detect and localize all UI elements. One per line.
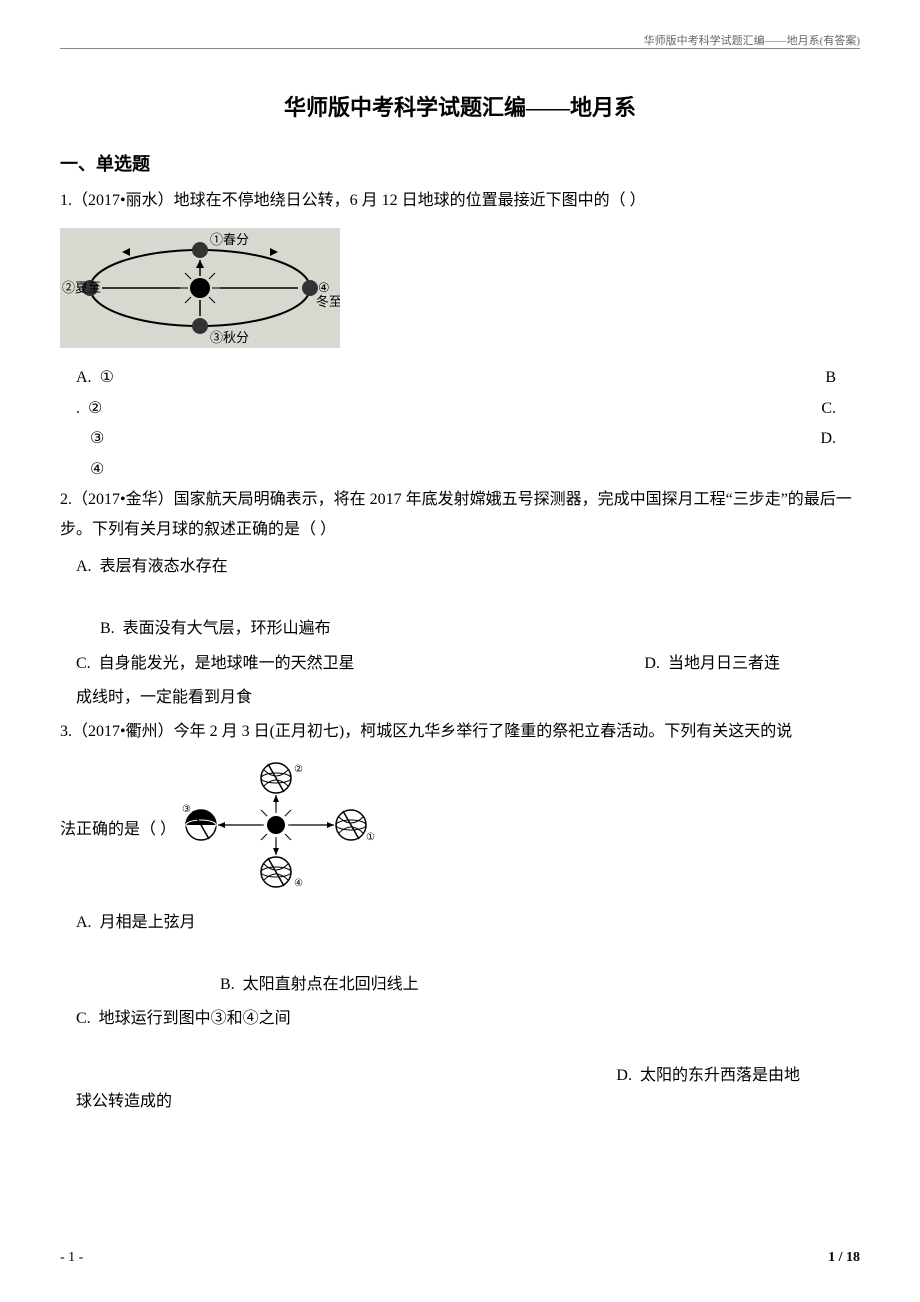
q1-label-right-text: 冬至 xyxy=(316,294,340,309)
q3-globe-bottom xyxy=(261,857,291,887)
q3-optA: A. 月相是上弦月 xyxy=(60,908,860,938)
q3-orbit-svg: ② ③ ① ④ xyxy=(176,760,376,890)
footer: - 1 - 1 / 18 xyxy=(60,1250,860,1266)
q1-optC-text: ③ xyxy=(76,424,104,454)
q1-label-left: ②夏至 xyxy=(62,280,101,295)
q3-optD-cont: 球公转造成的 xyxy=(60,1087,860,1117)
q3-optB: B. 太阳直射点在北回归线上 xyxy=(60,970,860,1000)
q3-optD-label: D. xyxy=(616,1067,632,1084)
q1-text: 1.（2017•丽水）地球在不停地绕日公转，6 月 12 日地球的位置最接近下图… xyxy=(60,186,860,216)
q1-optA-text: ① xyxy=(100,369,114,386)
q3-globe-right xyxy=(336,810,366,840)
svg-text:③: ③ xyxy=(182,804,191,815)
q2-optD-cont: 成线时，一定能看到月食 xyxy=(60,683,860,713)
q2-optB-label: B. xyxy=(100,620,115,637)
q2-optD-label: D. xyxy=(644,655,660,672)
q2-text: 2.（2017•金华）国家航天局明确表示，将在 2017 年底发射嫦娥五号探测器… xyxy=(60,485,860,546)
q3-optC-text: 地球运行到图中③和④之间 xyxy=(99,1010,291,1027)
q3-optA-text: 月相是上弦月 xyxy=(100,914,196,931)
q3-optA-label: A. xyxy=(76,914,92,931)
q1-figure: ①春分 ②夏至 ④ 冬至 ③秋分 xyxy=(60,228,340,348)
q1-orbit-svg: ①春分 ②夏至 ④ 冬至 ③秋分 xyxy=(60,228,340,348)
q3-optB-label: B. xyxy=(220,976,235,993)
q3-optC-label: C. xyxy=(76,1010,91,1027)
q3-line2: 法正确的是（ ） xyxy=(60,754,860,900)
q1-optB-label: B xyxy=(825,363,836,393)
q2-optB-text: 表面没有大气层，环形山遍布 xyxy=(123,620,331,637)
svg-text:④: ④ xyxy=(294,878,303,889)
q1-label-right-num: ④ xyxy=(318,280,330,295)
q2-optCD-row: C. 自身能发光，是地球唯一的天然卫星 D. 当地月日三者连 xyxy=(60,649,860,679)
q1-optA-label: A. xyxy=(76,369,92,386)
q2-optD-text-part2: 成线时，一定能看到月食 xyxy=(76,689,252,706)
header-divider xyxy=(60,48,860,49)
q2-optA-text: 表层有液态水存在 xyxy=(100,558,228,575)
svg-text:①: ① xyxy=(366,832,375,843)
q3-optC: C. 地球运行到图中③和④之间 xyxy=(60,1004,860,1034)
q2-optC-label: C. xyxy=(76,655,91,672)
q2-optD-text-part1: 当地月日三者连 xyxy=(668,655,780,672)
document-title: 华师版中考科学试题汇编——地月系 xyxy=(60,90,860,122)
svg-text:②: ② xyxy=(294,764,303,775)
section-heading: 一、单选题 xyxy=(60,150,860,176)
q2-optA-label: A. xyxy=(76,558,92,575)
q1-option-row1: A. ① B xyxy=(60,363,860,393)
q1-optD-label: D. xyxy=(820,424,836,454)
q1-option-row4: ④ xyxy=(60,455,860,485)
q3-figure: ② ③ ① ④ xyxy=(176,760,376,890)
q1-optC-label: C. xyxy=(821,394,836,424)
q3-text-part2: 法正确的是（ ） xyxy=(60,815,176,839)
q1-optB-dot: . xyxy=(76,400,80,417)
q2-optA: A. 表层有液态水存在 xyxy=(60,552,860,582)
q2-optB: B. 表面没有大气层，环形山遍布 xyxy=(60,614,860,644)
q3-optD-text-part1: 太阳的东升西落是由地 xyxy=(640,1067,800,1084)
footer-page-left: - 1 - xyxy=(60,1250,83,1266)
q1-optD-text: ④ xyxy=(76,455,104,485)
q2-optC-text: 自身能发光，是地球唯一的天然卫星 xyxy=(99,655,355,672)
q3-optB-text: 太阳直射点在北回归线上 xyxy=(243,976,419,993)
footer-page-right: 1 / 18 xyxy=(828,1250,860,1266)
q3-globe-top xyxy=(261,763,291,793)
q1-label-bottom: ③秋分 xyxy=(210,330,249,345)
q3-text-part1: 3.（2017•衢州）今年 2 月 3 日(正月初七)，柯城区九华乡举行了隆重的… xyxy=(60,717,860,747)
header-source: 华师版中考科学试题汇编——地月系(有答案) xyxy=(644,32,860,48)
q1-optB-text: ② xyxy=(88,400,102,417)
q1-option-row2: . ② C. xyxy=(60,394,860,424)
q1-label-top: ①春分 xyxy=(210,232,249,247)
q3-optD-text-part2: 球公转造成的 xyxy=(76,1093,172,1110)
q1-option-row3: ③ D. xyxy=(60,424,860,454)
